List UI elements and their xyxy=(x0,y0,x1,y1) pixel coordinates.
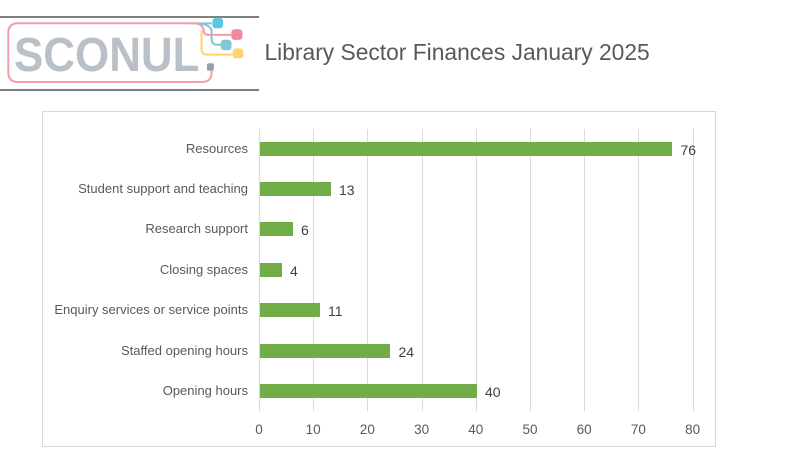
svg-text:SCONUL: SCONUL xyxy=(14,29,200,82)
